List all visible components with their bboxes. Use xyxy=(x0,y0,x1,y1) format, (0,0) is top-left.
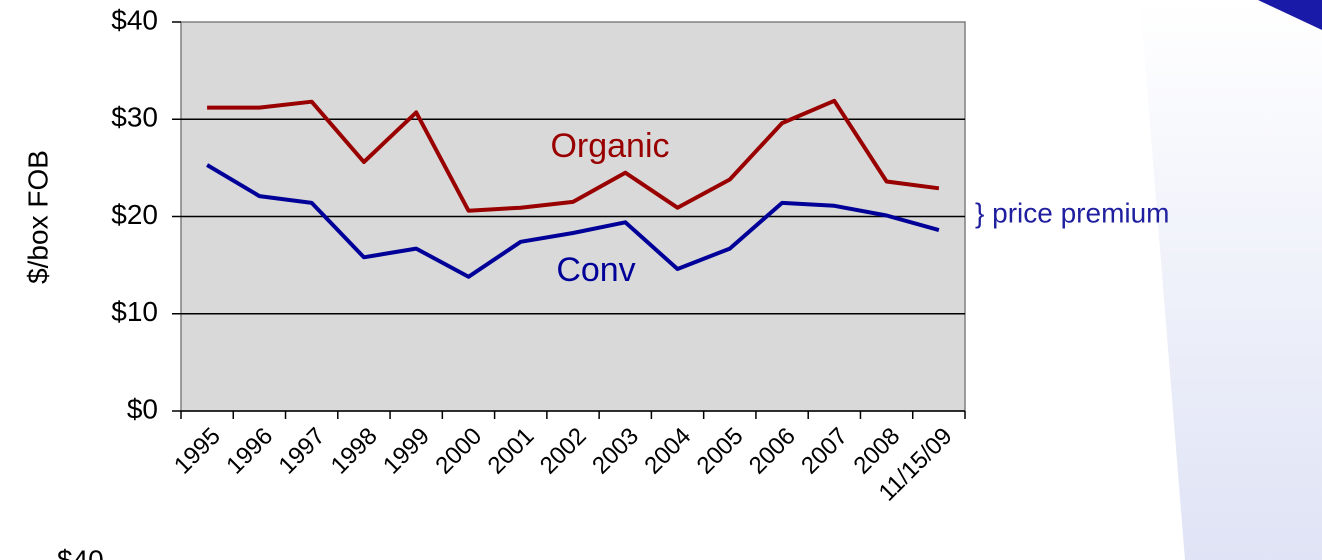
y-tick-label: $20 xyxy=(111,199,158,230)
x-tick-label: 1996 xyxy=(221,423,278,480)
x-tick-label: 2007 xyxy=(796,423,853,480)
x-tick-label: 1997 xyxy=(274,423,331,480)
next-chart-label: $40 xyxy=(57,544,104,560)
x-tick-label: 1995 xyxy=(169,423,226,480)
annotation: } price premium xyxy=(975,197,1170,228)
y-tick-label: $40 xyxy=(111,4,158,35)
x-tick-label: 1998 xyxy=(326,423,383,480)
y-tick-label: $10 xyxy=(111,296,158,327)
series-label: Conv xyxy=(556,251,635,289)
x-tick-label: 2000 xyxy=(430,423,487,480)
x-tick-label: 2003 xyxy=(587,423,644,480)
series-line xyxy=(207,98,940,213)
x-tick-label: 1999 xyxy=(378,423,435,480)
x-tick-label: 2001 xyxy=(483,423,540,480)
corner-shape xyxy=(1258,0,1322,30)
y-tick-label: $30 xyxy=(111,102,158,133)
background-shape xyxy=(1140,0,1322,560)
x-tick-label: 2005 xyxy=(692,423,749,480)
series-label: Organic xyxy=(550,127,669,165)
x-tick-label: 2006 xyxy=(744,423,801,480)
series-line xyxy=(206,163,940,279)
y-axis-label: $/box FOB xyxy=(22,150,53,284)
x-tick-label: 2002 xyxy=(535,423,592,480)
y-tick-label: $0 xyxy=(127,393,158,424)
x-tick-label: 2004 xyxy=(639,423,696,480)
